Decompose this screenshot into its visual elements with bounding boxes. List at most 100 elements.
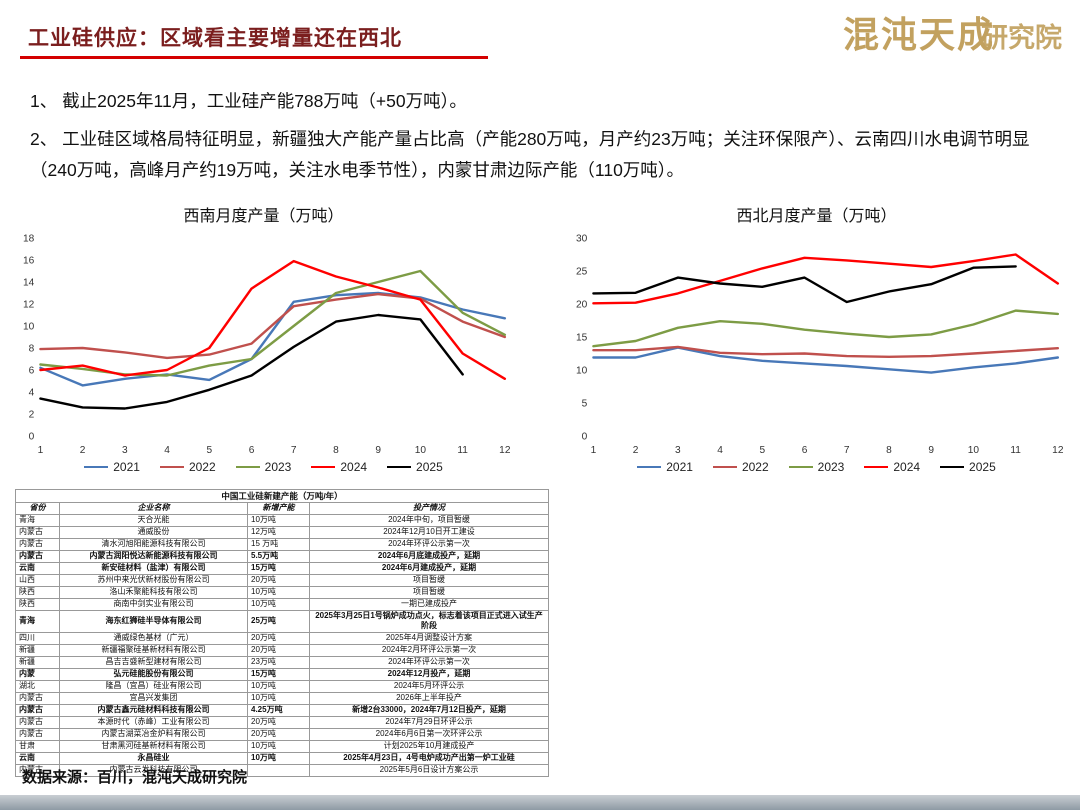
series-line-2025 bbox=[592, 265, 1017, 304]
legend-item-2022: 2022 bbox=[159, 460, 216, 474]
table-cell: 计划2025年10月建成投产 bbox=[309, 739, 549, 753]
table-cell: 20万吨 bbox=[247, 573, 310, 587]
table-row: 湖北 隆昌（宜昌）硅业有限公司 10万吨 2024年5月环评公示 bbox=[15, 679, 549, 693]
legend-item-2021: 2021 bbox=[84, 460, 140, 474]
y-tick-label: 20 bbox=[576, 300, 588, 311]
table-row: 内蒙古 本源时代（赤峰）工业有限公司 20万吨 2024年7月29日环评公示 bbox=[15, 715, 549, 729]
x-tick-label: 8 bbox=[333, 445, 339, 456]
table-row: 陕西 洛山禾聚能科技有限公司 10万吨 项目暂缓 bbox=[15, 585, 549, 599]
table-cell: 10万吨 bbox=[247, 679, 310, 693]
table-cell: 内蒙古润阳悦达新能源科技有限公司 bbox=[59, 549, 248, 563]
table-cell: 10万吨 bbox=[247, 751, 310, 765]
table-cell: 苏州中来光伏新材股份有限公司 bbox=[59, 573, 248, 587]
legend-swatch bbox=[84, 466, 109, 468]
bullet-2: 2、 工业硅区域格局特征明显，新疆独大产能产量占比高（产能280万吨，月产约23… bbox=[30, 128, 1030, 181]
y-tick-label: 0 bbox=[29, 432, 35, 443]
legend-swatch bbox=[637, 466, 662, 468]
table-cell: 内蒙 bbox=[15, 667, 60, 681]
table-header-row: 省份 企业名称 新增产能 投产情况 bbox=[15, 501, 549, 515]
table-cell: 2024年12月投产，延期 bbox=[309, 667, 549, 681]
table-cell: 20万吨 bbox=[247, 715, 310, 729]
table-cell: 青海 bbox=[15, 609, 60, 633]
legend-label: 2025 bbox=[416, 460, 443, 474]
series-line-2025 bbox=[39, 313, 464, 410]
x-tick-label: 3 bbox=[122, 445, 128, 456]
table-cell: 云南 bbox=[15, 561, 60, 575]
table-cell: 内蒙古云发科技有限公司 bbox=[59, 763, 248, 777]
table-cell: 内蒙古 bbox=[15, 715, 60, 729]
table-cell: 15万吨 bbox=[247, 561, 310, 575]
legend-item-2023: 2023 bbox=[788, 460, 844, 474]
table-cell: 10万吨 bbox=[247, 691, 310, 705]
table-cell: 2025年4月调整设计方案 bbox=[309, 631, 549, 645]
table-cell: 25万吨 bbox=[247, 609, 310, 633]
y-tick-label: 8 bbox=[29, 344, 35, 355]
table-cell: 2024年6月建成投产，延期 bbox=[309, 561, 549, 575]
table-cell: 2024年6月6日第一次环评公示 bbox=[309, 727, 549, 741]
northwest-chart-title: 西北月度产量（万吨） bbox=[736, 208, 897, 225]
series-line-2021 bbox=[592, 346, 1060, 374]
table-row: 内蒙古 清水河旭阳能源科技有限公司 15 万吨 2024年环评公示第一次 bbox=[15, 537, 549, 551]
legend-swatch bbox=[788, 466, 813, 468]
table-cell: 2024年环评公示第一次 bbox=[309, 655, 549, 669]
y-tick-label: 15 bbox=[576, 333, 588, 344]
table-title-row: 中国工业硅新建产能（万吨/年） bbox=[15, 489, 549, 503]
x-tick-label: 4 bbox=[717, 445, 723, 456]
legend-label: 2022 bbox=[188, 460, 216, 474]
table-cell: 隆昌（宜昌）硅业有限公司 bbox=[59, 679, 248, 693]
y-tick-label: 18 bbox=[23, 234, 35, 245]
table-row: 内蒙古 宜昌兴发集团 10万吨 2026年上半年投产 bbox=[15, 691, 549, 705]
legend-label: 2024 bbox=[340, 460, 368, 474]
x-tick-label: 7 bbox=[291, 445, 297, 456]
table-cell bbox=[247, 763, 310, 777]
northwest-chart-legend: 2021 2022 2023 2024 2025 bbox=[563, 460, 1070, 474]
table-cell: 永昌硅业 bbox=[59, 751, 248, 765]
table-row: 新疆 新疆福聚硅基新材料有限公司 20万吨 2024年2月环评公示第一次 bbox=[15, 643, 549, 657]
legend-label: 2025 bbox=[969, 460, 996, 474]
series-line-2022 bbox=[39, 292, 507, 360]
legend-label: 2023 bbox=[264, 460, 292, 474]
southwest-chart-title: 西南月度产量（万吨） bbox=[183, 208, 344, 225]
legend-swatch bbox=[940, 466, 965, 468]
table-cell: 内蒙古 bbox=[15, 703, 60, 717]
x-tick-label: 9 bbox=[375, 445, 381, 456]
y-tick-label: 6 bbox=[29, 366, 35, 377]
legend-swatch bbox=[235, 466, 260, 468]
table-cell: 2025年4月23日，4号电炉成功产出第一炉工业硅 bbox=[309, 751, 549, 765]
table-cell: 2024年7月29日环评公示 bbox=[309, 715, 549, 729]
y-tick-label: 0 bbox=[582, 432, 588, 443]
table-cell: 10万吨 bbox=[247, 597, 310, 611]
table-cell: 陕西 bbox=[15, 597, 60, 611]
x-tick-label: 3 bbox=[675, 445, 681, 456]
table-cell: 项目暂缓 bbox=[309, 573, 549, 587]
data-source: 数据来源：百川，混沌天成研究院 bbox=[22, 769, 248, 786]
col-header-capacity: 新增产能 bbox=[247, 501, 310, 515]
table-cell: 天合光能 bbox=[59, 513, 248, 527]
table-row: 内蒙古 内蒙古鑫元硅材料科技有限公司 4.25万吨 新增2台33000，2024年7月… bbox=[15, 703, 549, 717]
table-title: 中国工业硅新建产能（万吨/年） bbox=[15, 489, 549, 503]
legend-label: 2021 bbox=[113, 460, 140, 474]
legend-item-2022: 2022 bbox=[712, 460, 769, 474]
table-cell: 10万吨 bbox=[247, 739, 310, 753]
table-row: 山西 苏州中来光伏新材股份有限公司 20万吨 项目暂缓 bbox=[15, 573, 549, 587]
series-line-2021 bbox=[39, 291, 507, 387]
table-cell: 20万吨 bbox=[247, 727, 310, 741]
y-tick-label: 16 bbox=[23, 256, 35, 267]
table-cell: 2024年2月环评公示第一次 bbox=[309, 643, 549, 657]
brand-logo-sub: 研究院 bbox=[981, 23, 1062, 54]
table-cell: 青海 bbox=[15, 513, 60, 527]
x-tick-label: 12 bbox=[1052, 445, 1064, 456]
table-row: 内蒙古 内蒙古湖菜冶金炉料有限公司 20万吨 2024年6月6日第一次环评公示 bbox=[15, 727, 549, 741]
table-cell: 10万吨 bbox=[247, 513, 310, 527]
x-tick-label: 4 bbox=[164, 445, 170, 456]
charts-row: 西南月度产量（万吨） 0 2 4 6 8 10 12 14 16 18 1 2 3 4 5 6 7 8 9 10 11 1… bbox=[10, 202, 1070, 474]
table-row: 内蒙古 通威股份 12万吨 2024年12月10日开工建设 bbox=[15, 525, 549, 539]
legend-swatch bbox=[864, 466, 889, 468]
table-cell: 内蒙古湖菜冶金炉料有限公司 bbox=[59, 727, 248, 741]
x-tick-label: 6 bbox=[802, 445, 808, 456]
table-cell: 内蒙古 bbox=[15, 549, 60, 563]
table-cell: 20万吨 bbox=[247, 631, 310, 645]
table-row: 云南 永昌硅业 10万吨 2025年4月23日，4号电炉成功产出第一炉工业硅 bbox=[15, 751, 549, 765]
table-row: 内蒙 弘元硅能股份有限公司 15万吨 2024年12月投产，延期 bbox=[15, 667, 549, 681]
x-tick-label: 11 bbox=[457, 445, 468, 456]
